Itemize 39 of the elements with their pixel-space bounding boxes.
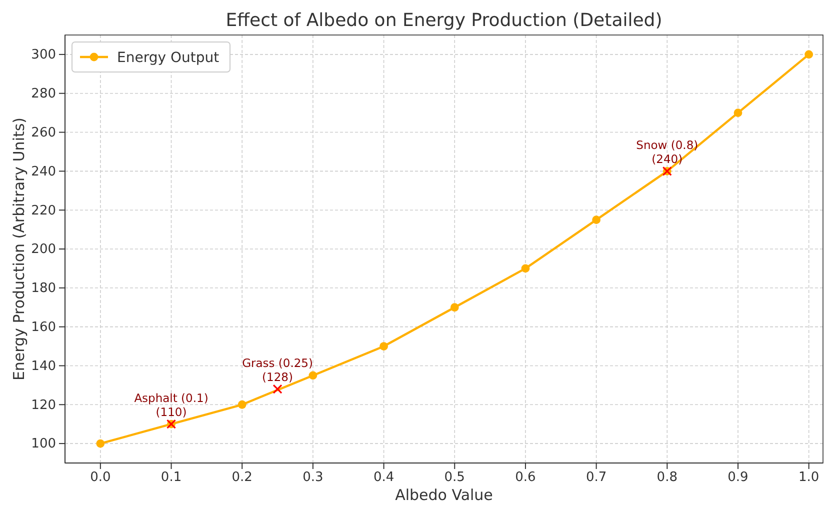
- point: [96, 439, 105, 448]
- y-tick-label: 240: [31, 164, 56, 180]
- point: [734, 108, 742, 118]
- x-tick-label: 0.7: [586, 470, 607, 486]
- annotation: Snow (0.8) (240): [636, 138, 698, 166]
- x-tick-label: 0.4: [373, 470, 394, 486]
- x-tick-label: 1.0: [798, 470, 820, 486]
- y-axis-title: Energy Production (Arbitrary Units): [10, 117, 28, 381]
- point: [592, 216, 601, 224]
- x-tick-label: 0.2: [232, 470, 252, 486]
- x-axis-title: Albedo Value: [395, 486, 493, 504]
- x-tick-label: 0.1: [160, 470, 182, 486]
- point: [804, 50, 814, 59]
- y-tick-label: 300: [31, 48, 56, 63]
- point: [450, 303, 459, 312]
- annotation: Grass (0.25) (128): [242, 356, 313, 384]
- x-tick-label: 0.8: [656, 470, 678, 486]
- y-tick-label: 220: [31, 203, 56, 218]
- annotation: Asphalt (0.1) (110): [134, 391, 208, 420]
- y-tick-label: 160: [31, 320, 56, 335]
- chart-title: Effect of Albedo on Energy Production (Detailed): [226, 10, 662, 31]
- point: [308, 371, 318, 380]
- point: [238, 400, 246, 409]
- point: [521, 264, 530, 273]
- legend-label: Energy Output: [117, 50, 220, 66]
- x-tick-label: 0.0: [90, 470, 111, 486]
- x-tick-label: 0.9: [728, 470, 748, 486]
- y-tick-label: 260: [31, 125, 56, 140]
- y-tick-label: 120: [31, 398, 56, 413]
- y-tick-label: 140: [31, 358, 56, 374]
- y-tick-label: 180: [31, 281, 56, 296]
- point: [272, 384, 282, 394]
- x-tick-label: 0.3: [302, 470, 324, 486]
- y-tick-label: 100: [31, 436, 56, 452]
- x-tick-label: 0.5: [444, 470, 465, 486]
- y-tick-label: 280: [31, 86, 56, 102]
- x-tick-label: 0.6: [515, 470, 536, 486]
- point: [380, 342, 388, 350]
- y-tick-label: 200: [31, 242, 56, 258]
